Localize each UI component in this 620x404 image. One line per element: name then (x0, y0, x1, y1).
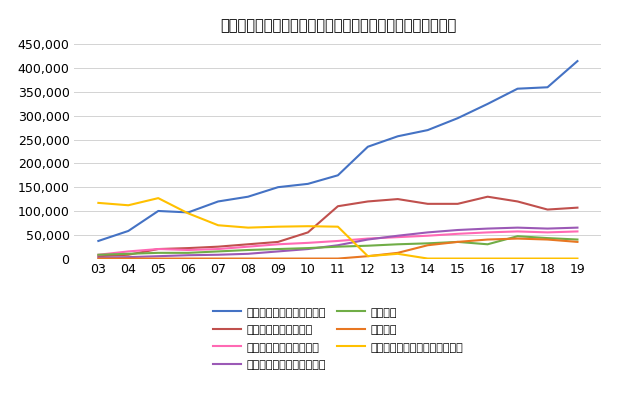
Title: ライフサポート協会　障がい事業部収入変遷（単位：千円）: ライフサポート協会 障がい事業部収入変遷（単位：千円） (219, 19, 456, 34)
Legend: 生活介護・就労・自立訓練, 放課後デイ・児童発達, ヘルパー（移動支援等）, グループホーム・短期入所, 相談支援, 泉北拠点, 障害者会館（大阪市条例施設）: 生活介護・就労・自立訓練, 放課後デイ・児童発達, ヘルパー（移動支援等）, グ… (208, 303, 467, 375)
